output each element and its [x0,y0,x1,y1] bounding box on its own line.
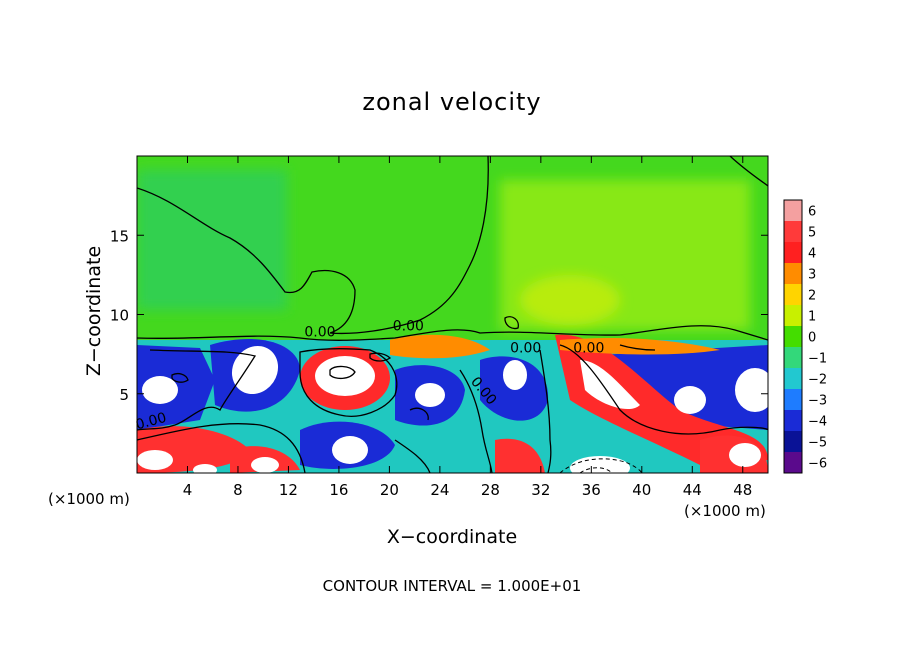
colorbar-tick-label: −1 [808,352,827,367]
y-tick-label: 10 [110,307,129,325]
zero-contours [137,156,768,473]
contour-label: 0.00 [304,325,335,341]
colorbar-tick-label: 0 [808,331,816,346]
field-white-4 [415,383,445,407]
contour-label: 0.00 [393,318,424,334]
colorbar-tick-label: −5 [808,436,827,451]
field-white-8 [735,368,768,412]
colorbar-frame [783,199,803,474]
x-tick-label: 36 [582,481,601,499]
colorbar-tick-label: 4 [808,247,816,262]
colorbar-swatch [784,305,802,327]
colorbar-swatch [784,431,802,453]
y-tick-label: 15 [110,227,129,245]
y-axis-label: Z−coordinate [83,245,105,377]
x-tick-label: 12 [279,481,298,499]
colorbar-tick-label: 2 [808,289,816,304]
colorbar-swatch [784,200,802,222]
contour-label: 0.00 [573,341,604,357]
dashed-contours [559,458,643,473]
colorbar-swatch [784,368,802,390]
x-tick-label: 20 [380,481,399,499]
field-white-14 [193,464,217,473]
x-tick-label: 32 [531,481,550,499]
colorbar-swatch [784,242,802,264]
colorbar-tick-label: 6 [808,205,816,220]
y-tick-label: 5 [119,386,129,404]
field-orange-top [390,334,490,359]
x-axis-label-text: X−coordinate [386,526,518,548]
colorbar-swatch [784,221,802,243]
field-orange-right [560,338,720,355]
colorbar-tick-label: −4 [808,415,827,430]
field-white-7 [674,386,706,414]
x-tick-label: 44 [683,481,702,499]
contour-label: 0.00 [134,410,168,434]
field-left-green [137,170,287,310]
x-tick-label: 24 [430,481,449,499]
field-white-3 [142,376,178,404]
x-unit-label-left: (×1000 m) [48,490,130,508]
field-white-6 [580,360,640,410]
x-tick-label: 40 [632,481,651,499]
colorbar-tick-label: 1 [808,310,816,325]
colorbar: 6 5 4 3 2 1 0 −1 −2 −3 −4 −5 −6 [783,199,827,474]
y-axis: 5 10 15 [110,227,768,404]
field-white-9 [332,436,368,464]
field-red-bottom [495,438,545,473]
colorbar-swatch [784,452,802,474]
colorbar-tick-label: −6 [808,457,827,472]
colorbar-tick-label: 3 [808,268,816,283]
contour-interval-note: CONTOUR INTERVAL = 1.000E+01 [322,577,582,595]
field-white-13 [251,457,279,473]
contour-label: 0.00 [510,341,541,357]
x-unit-label-right: (×1000 m) [684,502,766,520]
field-white-11 [729,443,761,467]
colorbar-tick-label: 5 [808,226,816,241]
x-tick-label: 28 [481,481,500,499]
colorbar-swatch [784,263,802,285]
heatmap-field [137,156,768,473]
field-red-band [555,334,768,465]
field-yellow-patch [520,275,620,325]
colorbar-swatch [784,410,802,432]
field-white-2 [231,345,279,395]
colorbar-swatch [784,347,802,369]
field-white-12 [570,456,630,473]
field-white-1 [315,356,375,396]
colorbar-swatch [784,284,802,306]
x-tick-label: 4 [183,481,193,499]
chart-title: zonal velocity [362,88,542,116]
x-axis: 4 8 12 16 20 24 28 32 36 40 44 48 [183,156,752,499]
x-tick-label: 48 [733,481,752,499]
colorbar-swatch [784,389,802,411]
field-white-5 [503,360,527,390]
colorbar-swatch [784,326,802,348]
field-white-10 [137,450,173,470]
colorbar-tick-label: −3 [808,394,827,409]
x-tick-label: 16 [329,481,348,499]
x-axis-label: X−coordinate [0,526,904,548]
colorbar-tick-label: −2 [808,373,827,388]
x-tick-label: 8 [233,481,243,499]
